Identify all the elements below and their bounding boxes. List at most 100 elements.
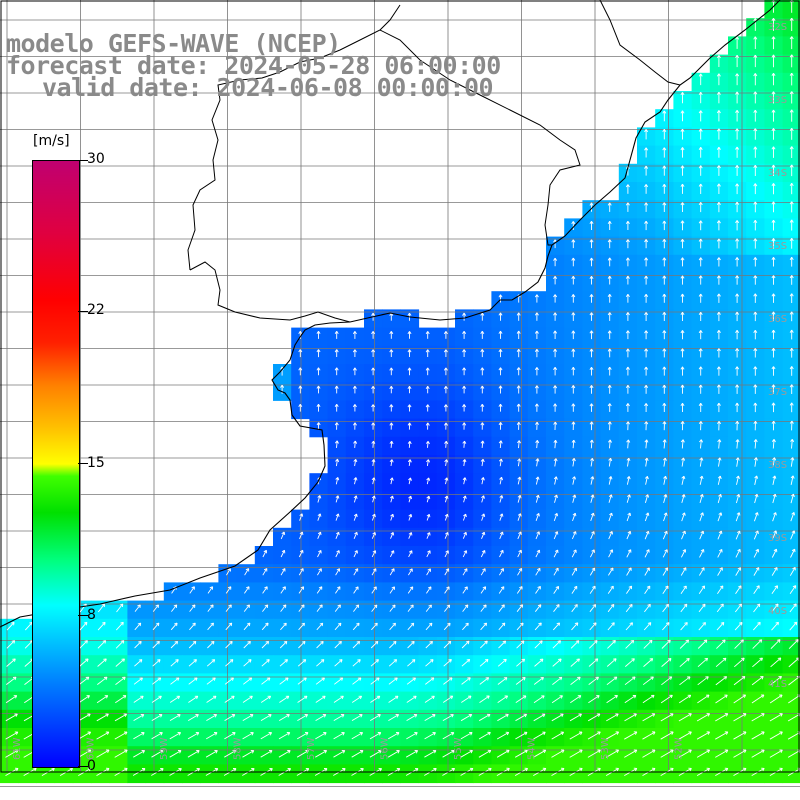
wind-arrow bbox=[553, 439, 558, 449]
wind-arrow bbox=[789, 36, 794, 50]
wind-arrow bbox=[298, 385, 303, 394]
wind-arrow bbox=[6, 621, 15, 631]
wind-arrow bbox=[789, 420, 794, 431]
wind-arrow bbox=[114, 731, 128, 740]
wind-arrow bbox=[678, 731, 692, 740]
wind-arrow bbox=[769, 731, 783, 740]
wind-arrow bbox=[626, 567, 632, 576]
wind-arrow bbox=[607, 403, 612, 412]
wind-arrow bbox=[499, 476, 504, 485]
wind-arrow bbox=[224, 714, 236, 721]
wind-arrow bbox=[553, 567, 559, 576]
wind-arrow bbox=[298, 349, 303, 358]
wind-arrow bbox=[371, 622, 378, 631]
wind-arrow bbox=[335, 495, 340, 503]
wind-arrow bbox=[460, 749, 473, 758]
colorbar-tick-label: 0 bbox=[87, 758, 96, 774]
wind-arrow bbox=[753, 54, 758, 68]
wind-arrow bbox=[697, 694, 710, 704]
wind-arrow bbox=[152, 622, 160, 631]
wind-arrow bbox=[590, 457, 595, 467]
wind-arrow bbox=[626, 457, 631, 467]
wind-arrow bbox=[278, 732, 291, 740]
wind-arrow bbox=[333, 714, 345, 721]
wind-arrow bbox=[407, 441, 412, 448]
wind-arrow bbox=[297, 677, 307, 685]
wind-arrow bbox=[717, 530, 723, 540]
wind-arrow bbox=[770, 639, 781, 650]
wind-arrow bbox=[644, 184, 649, 194]
wind-arrow bbox=[662, 567, 669, 576]
wind-arrow bbox=[552, 640, 561, 649]
wind-arrow bbox=[369, 714, 381, 721]
wind-arrow bbox=[571, 604, 578, 613]
wind-arrow bbox=[735, 548, 741, 558]
wind-arrow bbox=[608, 457, 613, 467]
wind-arrow bbox=[443, 367, 448, 376]
wind-arrow bbox=[644, 567, 650, 576]
wind-arrow bbox=[680, 293, 685, 303]
wind-arrow bbox=[352, 677, 362, 685]
wind-arrow bbox=[698, 402, 703, 412]
wind-arrow bbox=[407, 349, 412, 357]
wind-arrow bbox=[188, 677, 198, 685]
wind-arrow bbox=[479, 658, 489, 667]
wind-arrow bbox=[735, 238, 740, 249]
wind-arrow bbox=[789, 329, 794, 340]
wind-arrow bbox=[389, 367, 394, 376]
wind-arrow bbox=[680, 238, 685, 249]
wind-arrow bbox=[334, 331, 339, 339]
wind-arrow bbox=[590, 494, 595, 503]
wind-arrow bbox=[789, 621, 798, 631]
wind-arrow bbox=[316, 367, 321, 376]
wind-arrow bbox=[789, 54, 794, 68]
wind-arrow bbox=[424, 749, 437, 758]
wind-arrow bbox=[644, 439, 649, 449]
wind-arrow bbox=[389, 604, 396, 612]
wind-arrow bbox=[224, 695, 235, 703]
wind-arrow bbox=[534, 312, 539, 321]
wind-arrow bbox=[717, 512, 723, 522]
wind-arrow bbox=[698, 183, 703, 194]
wind-arrow bbox=[480, 385, 485, 394]
wind-arrow bbox=[571, 366, 576, 376]
wind-arrow bbox=[660, 694, 673, 704]
wind-arrow bbox=[388, 714, 399, 721]
wind-arrow bbox=[699, 512, 704, 522]
wind-arrow bbox=[735, 146, 740, 158]
wind-arrow bbox=[151, 732, 163, 740]
wind-arrow bbox=[316, 640, 324, 649]
wind-arrow bbox=[735, 530, 741, 540]
wind-arrow bbox=[589, 202, 594, 212]
wind-arrow bbox=[335, 568, 341, 576]
wind-arrow bbox=[589, 439, 594, 449]
wind-arrow bbox=[134, 659, 143, 667]
wind-arrow bbox=[698, 330, 703, 340]
wind-arrow bbox=[733, 676, 746, 686]
wind-arrow bbox=[589, 294, 594, 303]
wind-arrow bbox=[571, 549, 577, 558]
wind-arrow bbox=[389, 550, 395, 558]
wind-arrow bbox=[389, 349, 394, 357]
wind-arrow bbox=[442, 713, 454, 721]
latitude-label: 34S bbox=[768, 168, 787, 179]
wind-arrow bbox=[298, 622, 305, 631]
wind-arrow bbox=[680, 603, 688, 613]
wind-arrow bbox=[498, 622, 506, 631]
wind-arrow bbox=[371, 331, 376, 339]
wind-arrow bbox=[680, 183, 685, 194]
wind-arrow bbox=[552, 676, 563, 685]
wind-arrow bbox=[717, 585, 724, 595]
wind-arrow bbox=[553, 512, 559, 522]
wind-arrow bbox=[280, 531, 286, 540]
wind-arrow bbox=[244, 568, 250, 576]
wind-arrow bbox=[298, 549, 304, 558]
wind-arrow bbox=[789, 201, 794, 213]
wind-arrow bbox=[606, 695, 618, 704]
wind-arrow bbox=[752, 621, 761, 631]
wind-arrow bbox=[587, 749, 601, 758]
wind-arrow bbox=[261, 659, 270, 667]
wind-arrow bbox=[115, 621, 124, 631]
wind-arrow bbox=[735, 420, 740, 431]
wind-arrow bbox=[96, 713, 109, 722]
